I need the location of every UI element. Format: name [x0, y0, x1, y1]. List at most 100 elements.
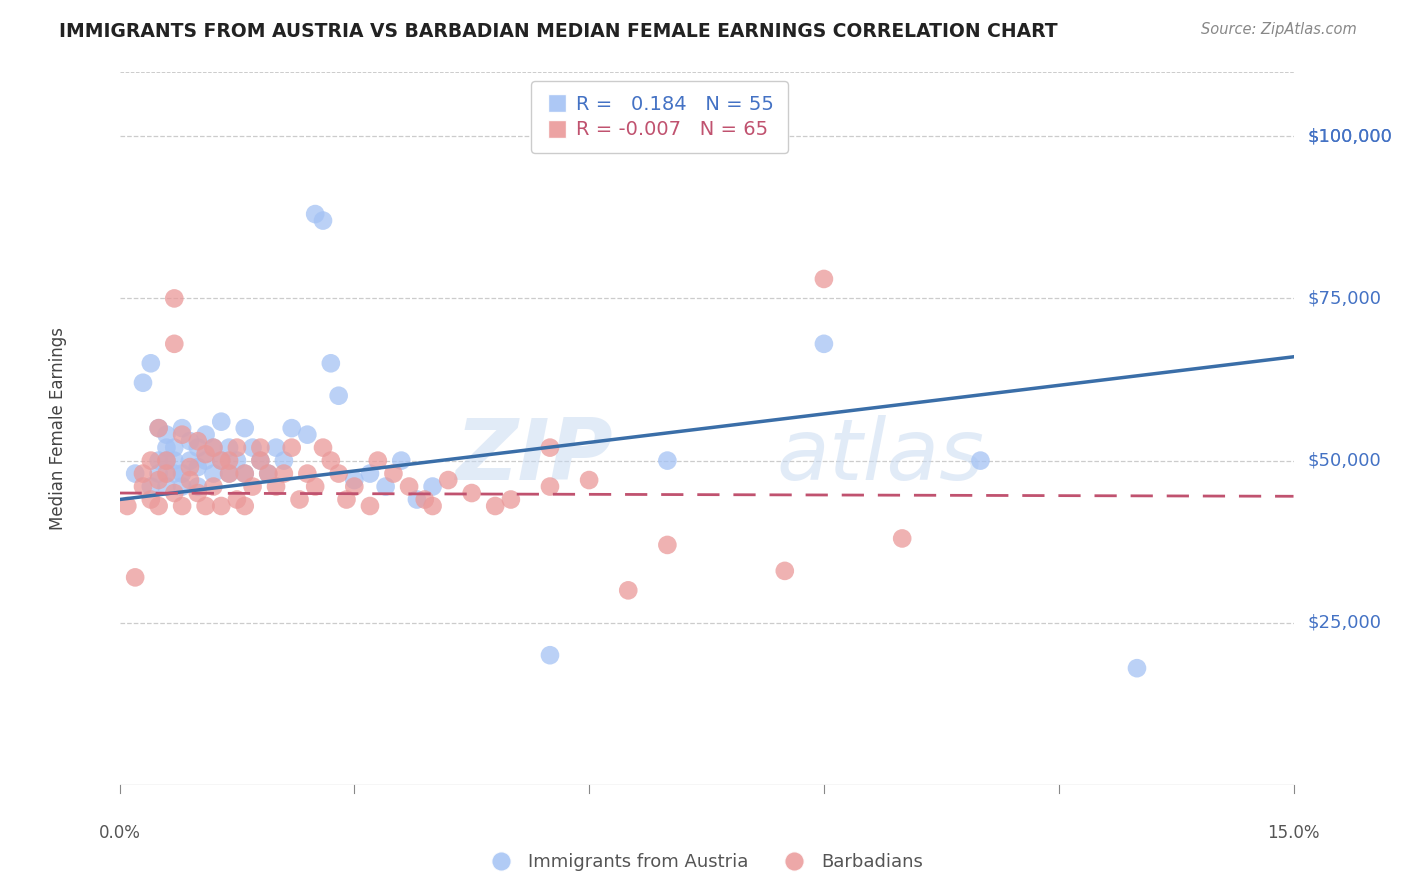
Point	[172, 467, 194, 481]
Point	[233, 421, 256, 435]
Point	[969, 453, 991, 467]
Text: Median Female Earnings: Median Female Earnings	[49, 326, 67, 530]
Point	[139, 492, 162, 507]
Point	[218, 467, 240, 481]
Point	[132, 376, 155, 390]
Point	[359, 467, 381, 481]
Text: ZIP: ZIP	[456, 415, 613, 499]
Text: $50,000: $50,000	[1308, 451, 1381, 469]
Text: 15.0%: 15.0%	[1267, 824, 1320, 842]
Point	[460, 486, 484, 500]
Point	[304, 479, 326, 493]
Point	[202, 479, 225, 493]
Point	[163, 453, 186, 467]
Point	[148, 421, 170, 435]
Text: IMMIGRANTS FROM AUSTRIA VS BARBADIAN MEDIAN FEMALE EARNINGS CORRELATION CHART: IMMIGRANTS FROM AUSTRIA VS BARBADIAN MED…	[59, 22, 1057, 41]
Legend: R =   0.184   N = 55, R = -0.007   N = 65: R = 0.184 N = 55, R = -0.007 N = 65	[531, 81, 787, 153]
Point	[657, 453, 679, 467]
Point	[273, 467, 295, 481]
Point	[367, 453, 389, 467]
Point	[813, 272, 835, 286]
Text: $75,000: $75,000	[1308, 289, 1382, 308]
Point	[382, 467, 405, 481]
Point	[1126, 661, 1149, 675]
Point	[233, 499, 256, 513]
Point	[194, 427, 217, 442]
Point	[335, 492, 357, 507]
Point	[242, 479, 264, 493]
Point	[163, 336, 186, 351]
Point	[148, 473, 170, 487]
Point	[139, 453, 162, 467]
Point	[297, 427, 319, 442]
Point	[179, 473, 201, 487]
Point	[218, 441, 240, 455]
Point	[163, 441, 186, 455]
Point	[124, 467, 146, 481]
Point	[148, 421, 170, 435]
Point	[225, 492, 249, 507]
Point	[117, 499, 139, 513]
Point	[132, 467, 155, 481]
Point	[249, 441, 271, 455]
Point	[194, 499, 217, 513]
Point	[773, 564, 796, 578]
Point	[280, 421, 302, 435]
Point	[202, 467, 225, 481]
Point	[257, 467, 280, 481]
Point	[139, 356, 162, 370]
Point	[343, 473, 366, 487]
Point	[312, 213, 335, 227]
Point	[422, 479, 444, 493]
Point	[617, 583, 640, 598]
Point	[538, 648, 561, 663]
Text: 0.0%: 0.0%	[98, 824, 141, 842]
Point	[187, 460, 209, 475]
Point	[249, 453, 271, 467]
Point	[218, 453, 240, 467]
Point	[163, 467, 186, 481]
Text: $100,000: $100,000	[1308, 128, 1392, 145]
Point	[406, 492, 429, 507]
Point	[374, 479, 396, 493]
Point	[319, 356, 342, 370]
Point	[179, 453, 201, 467]
Point	[172, 499, 194, 513]
Point	[155, 427, 177, 442]
Point	[218, 467, 240, 481]
Point	[155, 479, 177, 493]
Legend: Immigrants from Austria, Barbadians: Immigrants from Austria, Barbadians	[477, 847, 929, 879]
Point	[187, 479, 209, 493]
Point	[172, 421, 194, 435]
Point	[202, 441, 225, 455]
Point	[359, 499, 381, 513]
Point	[657, 538, 679, 552]
Point	[139, 479, 162, 493]
Point	[163, 486, 186, 500]
Point	[124, 570, 146, 584]
Point	[155, 441, 177, 455]
Point	[484, 499, 506, 513]
Text: $100,000: $100,000	[1308, 128, 1392, 145]
Point	[288, 492, 311, 507]
Point	[264, 441, 287, 455]
Point	[225, 453, 249, 467]
Point	[172, 479, 194, 493]
Point	[187, 441, 209, 455]
Point	[179, 434, 201, 449]
Point	[155, 467, 177, 481]
Point	[194, 453, 217, 467]
Point	[437, 473, 460, 487]
Point	[319, 453, 342, 467]
Point	[202, 441, 225, 455]
Point	[148, 453, 170, 467]
Point	[422, 499, 444, 513]
Point	[297, 467, 319, 481]
Point	[249, 453, 271, 467]
Point	[242, 441, 264, 455]
Point	[343, 479, 366, 493]
Point	[328, 467, 350, 481]
Point	[148, 467, 170, 481]
Point	[578, 473, 600, 487]
Point	[225, 441, 249, 455]
